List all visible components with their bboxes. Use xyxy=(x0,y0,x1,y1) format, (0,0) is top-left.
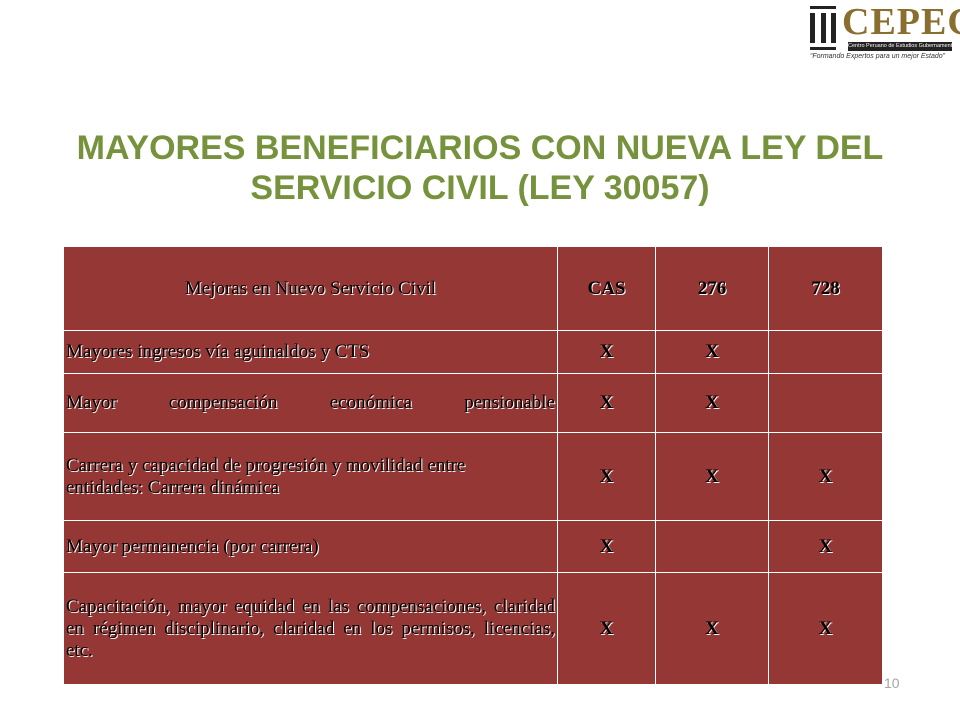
slide-title: MAYORES BENEFICIARIOS CON NUEVA LEY DEL … xyxy=(76,129,884,207)
building-columns-icon xyxy=(810,6,836,50)
row-label: Mayores ingresos vía aguinaldos y CTS xyxy=(63,330,558,374)
mark-728 xyxy=(768,373,883,433)
table-header-row: Mejoras en Nuevo Servicio Civil CAS 276 … xyxy=(63,246,883,331)
mark-276: X xyxy=(655,432,769,521)
table-row: Mayor permanencia (por carrera) X X xyxy=(63,520,883,573)
header-728: 728 xyxy=(768,246,883,331)
logo-tagline: “Formando Expertos para un mejor Estado” xyxy=(810,53,946,60)
logo-subtitle: Centro Peruano de Estudios Gubernamental… xyxy=(848,42,952,51)
mark-728 xyxy=(768,330,883,374)
mark-cas: X xyxy=(557,432,656,521)
table-row: Mayor compensación económica pensionable… xyxy=(63,373,883,433)
mark-728: X xyxy=(768,432,883,521)
mark-cas: X xyxy=(557,520,656,573)
header-mejoras: Mejoras en Nuevo Servicio Civil xyxy=(63,246,558,331)
table-row: Capacitación, mayor equidad en las compe… xyxy=(63,572,883,685)
page-number: 10 xyxy=(884,675,900,691)
mark-276: X xyxy=(655,330,769,374)
mark-728: X xyxy=(768,520,883,573)
mark-cas: X xyxy=(557,373,656,433)
cepeg-logo: CEPEG Centro Peruano de Estudios Guberna… xyxy=(808,1,960,64)
mark-276 xyxy=(655,520,769,573)
table-row: Carrera y capacidad de progresión y movi… xyxy=(63,432,883,521)
table-row: Mayores ingresos vía aguinaldos y CTS X … xyxy=(63,330,883,374)
row-label: Mayor permanencia (por carrera) xyxy=(63,520,558,573)
row-label: Mayor compensación económica pensionable xyxy=(63,373,558,433)
row-label: Carrera y capacidad de progresión y movi… xyxy=(63,432,558,521)
row-label: Capacitación, mayor equidad en las compe… xyxy=(63,572,558,685)
mark-cas: X xyxy=(557,572,656,685)
mark-cas: X xyxy=(557,330,656,374)
mark-728: X xyxy=(768,572,883,685)
mark-276: X xyxy=(655,373,769,433)
logo-name: CEPEG xyxy=(842,1,960,43)
mark-276: X xyxy=(655,572,769,685)
benefits-table: Mejoras en Nuevo Servicio Civil CAS 276 … xyxy=(63,246,883,685)
header-276: 276 xyxy=(655,246,769,331)
header-cas: CAS xyxy=(557,246,656,331)
